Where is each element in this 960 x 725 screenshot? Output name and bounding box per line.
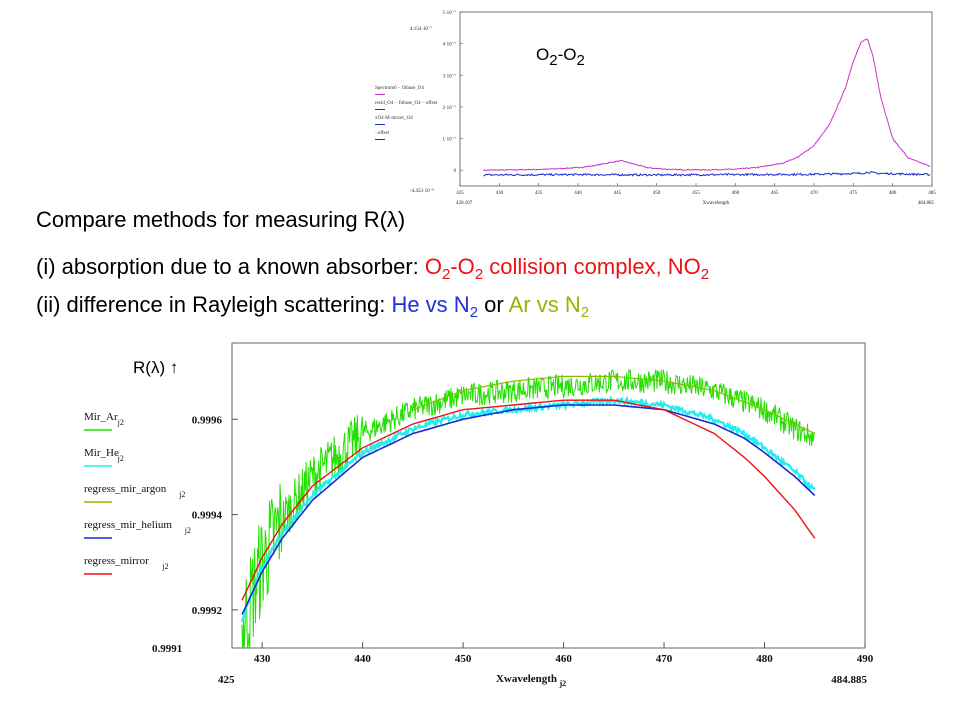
ar-vs-n2: Ar vs N2: [508, 292, 590, 321]
line-absorption: (i) absorption due to a known absorber: …: [36, 254, 710, 283]
top-legend-swatch: [375, 109, 385, 110]
top-x-tick-label: 475: [850, 191, 858, 196]
he-vs-n2: He vs N2: [391, 292, 479, 321]
main-x-axis-label-sub: j2: [559, 679, 567, 688]
series-mir-he: [240, 395, 816, 623]
main-legend-label-sub: j2: [161, 562, 168, 571]
top-plot-frame: [459, 11, 933, 187]
top-x-axis-label: Xwavelength: [703, 201, 730, 206]
top-x-range-max: 484.885: [918, 201, 935, 206]
top-chart-svg: 425 430 435 440 445 450 455 460 465 470 475 480 485 X…: [410, 10, 936, 206]
top-y-tick-label: 4·10⁻⁷: [442, 42, 456, 48]
main-plot-frame: [231, 342, 866, 649]
top-legend-swatch: [375, 94, 385, 95]
main-y-tick-label: 0.9992: [192, 605, 223, 617]
top-x-tick-label: 485: [928, 191, 936, 196]
r-lambda-label: R(λ) ↑: [133, 358, 179, 377]
main-y-tick-label: 0.9994: [192, 510, 223, 522]
top-x-tick-label: 445: [614, 191, 622, 196]
top-y-tick-label: 2·10⁻⁷: [442, 105, 456, 111]
main-x-tick-label: 440: [354, 653, 371, 665]
main-x-range-max: 484.885: [831, 674, 867, 686]
top-legend-entry: resid_O4 − fitbase_O4 − offset: [375, 101, 438, 106]
o2-o2-label: O2-O2: [536, 45, 585, 69]
line-compare-methods: Compare methods for measuring R(λ): [36, 209, 405, 231]
line-rayleigh: (ii) difference in Rayleigh scattering: …: [36, 292, 590, 321]
top-x-tick-label: 425: [456, 191, 464, 196]
top-y-min-label: -4.453·10⁻⁸: [410, 188, 434, 194]
main-y-tick-label: 0.9996: [192, 414, 223, 426]
main-x-range-min: 425: [218, 674, 235, 686]
main-legend-label-sub: j2: [117, 454, 124, 463]
top-x-tick-label: 450: [653, 191, 661, 196]
main-x-tick-label: 490: [857, 653, 874, 665]
top-legend-entry: xO4·M·mixstr_O4: [375, 116, 413, 121]
main-legend-label: regress_mir_argon: [84, 483, 167, 495]
top-series-line: [483, 38, 931, 172]
main-x-tick-label: 430: [254, 653, 271, 665]
main-x-tick-label: 450: [455, 653, 472, 665]
top-legend: Spectrum6 − fitbase_O4 resid_O4 − fitbas…: [375, 86, 445, 146]
top-x-tick-label: 465: [771, 191, 779, 196]
main-legend-label-sub: j2: [117, 418, 124, 427]
top-x-tick-label: 430: [496, 191, 504, 196]
series-regress-argon: [412, 375, 816, 435]
top-x-tick-label: 480: [889, 191, 897, 196]
top-x-tick-label: 440: [574, 191, 582, 196]
top-y-tick-label: 1·10⁻⁷: [442, 137, 456, 143]
top-y-tick-label: 5·10⁻⁷: [442, 10, 456, 16]
main-legend-label: regress_mir_helium: [84, 519, 172, 531]
main-series-group: [240, 368, 816, 648]
main-x-axis-label: Xwavelength: [496, 673, 557, 685]
top-x-range-min: 420.107: [456, 201, 473, 206]
main-x-tick-label: 470: [656, 653, 673, 665]
series-regress-helium: [241, 404, 816, 615]
top-y-max-label: 4.154·10⁻⁷: [410, 26, 433, 32]
main-legend-label: Mir_Ar: [84, 411, 118, 423]
top-x-tick-label: 460: [732, 191, 740, 196]
main-y-min-label: 0.9991: [152, 643, 182, 655]
top-y-tick-label: 3·10⁻⁷: [442, 73, 456, 79]
top-x-tick-label: 455: [692, 191, 700, 196]
main-x-tick-label: 460: [555, 653, 572, 665]
top-y-tick-label: 0: [454, 169, 457, 174]
top-x-tick-label: 470: [810, 191, 818, 196]
line-compare-text: Compare methods for measuring R(λ): [36, 207, 406, 232]
main-legend-label: Mir_He: [84, 447, 119, 459]
series-regress-mirror: [241, 399, 816, 601]
series-mir-ar: [241, 368, 816, 648]
top-chart: 425 430 435 440 445 450 455 460 465 470 475 480 485 X…: [360, 0, 960, 215]
main-chart: 430 440 450 460 470 480 490 Xwavelength j2 425 484…: [70, 338, 960, 720]
top-series-line: [483, 171, 931, 177]
main-legend-label-sub: j2: [184, 526, 191, 535]
absorber-text: O2-O2 collision complex, NO2: [424, 254, 710, 283]
top-legend-swatch: [375, 124, 385, 125]
top-legend-entry: −offset: [375, 131, 390, 136]
top-x-tick-label: 435: [535, 191, 543, 196]
top-legend-entry: Spectrum6 − fitbase_O4: [375, 86, 424, 91]
main-legend-label-sub: j2: [178, 490, 185, 499]
main-x-tick-label: 480: [756, 653, 773, 665]
top-legend-swatch: [375, 139, 385, 140]
main-legend-label: regress_mirror: [84, 555, 149, 567]
